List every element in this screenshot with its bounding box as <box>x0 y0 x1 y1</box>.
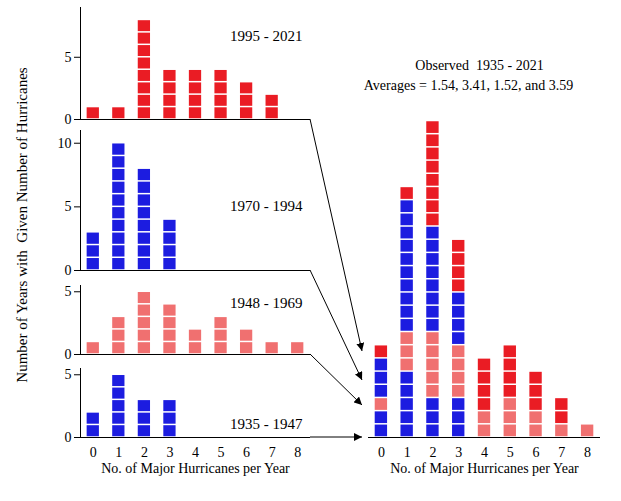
svg-text:7: 7 <box>558 445 565 460</box>
svg-text:1970 - 1994: 1970 - 1994 <box>230 198 303 214</box>
svg-text:5: 5 <box>65 367 72 382</box>
html-text:Number of Years with Given Num: Number of Years with Given Number of Hur… <box>13 67 30 383</box>
svg-text:8: 8 <box>584 445 591 460</box>
svg-text:Averages = 1.54, 3.41, 1.52, a: Averages = 1.54, 3.41, 1.52, and 3.59 <box>364 78 573 93</box>
svg-text:4: 4 <box>192 445 199 460</box>
svg-text:8: 8 <box>294 445 301 460</box>
svg-text:10: 10 <box>58 136 72 151</box>
svg-text:5: 5 <box>218 445 225 460</box>
svg-text:2: 2 <box>141 445 148 460</box>
svg-text:3: 3 <box>166 445 173 460</box>
svg-text:6: 6 <box>243 445 250 460</box>
svg-text:5: 5 <box>507 445 514 460</box>
svg-text:1948 - 1969: 1948 - 1969 <box>230 295 303 311</box>
svg-text:No. of Major Hurricanes per Ye: No. of Major Hurricanes per Year <box>390 461 579 476</box>
svg-text:0: 0 <box>90 445 97 460</box>
svg-text:0: 0 <box>65 347 72 362</box>
svg-text:0: 0 <box>65 430 72 445</box>
svg-text:1: 1 <box>115 445 122 460</box>
svg-text:3: 3 <box>455 445 462 460</box>
svg-text:1995 - 2021: 1995 - 2021 <box>230 28 303 44</box>
svg-text:6: 6 <box>533 445 540 460</box>
svg-text:0: 0 <box>378 445 385 460</box>
svg-text:0: 0 <box>65 263 72 278</box>
svg-text:5: 5 <box>65 284 72 299</box>
svg-text:Observed 1935 - 2021: Observed 1935 - 2021 <box>415 58 543 73</box>
svg-text:1: 1 <box>404 445 411 460</box>
svg-text:2: 2 <box>429 445 436 460</box>
svg-text:5: 5 <box>65 50 72 65</box>
svg-text:No. of Major Hurricanes per Ye: No. of Major Hurricanes per Year <box>101 461 290 476</box>
svg-text:5: 5 <box>65 199 72 214</box>
svg-text:0: 0 <box>65 112 72 127</box>
svg-text:4: 4 <box>481 445 488 460</box>
svg-text:7: 7 <box>269 445 276 460</box>
svg-text:1935 - 1947: 1935 - 1947 <box>230 416 303 432</box>
